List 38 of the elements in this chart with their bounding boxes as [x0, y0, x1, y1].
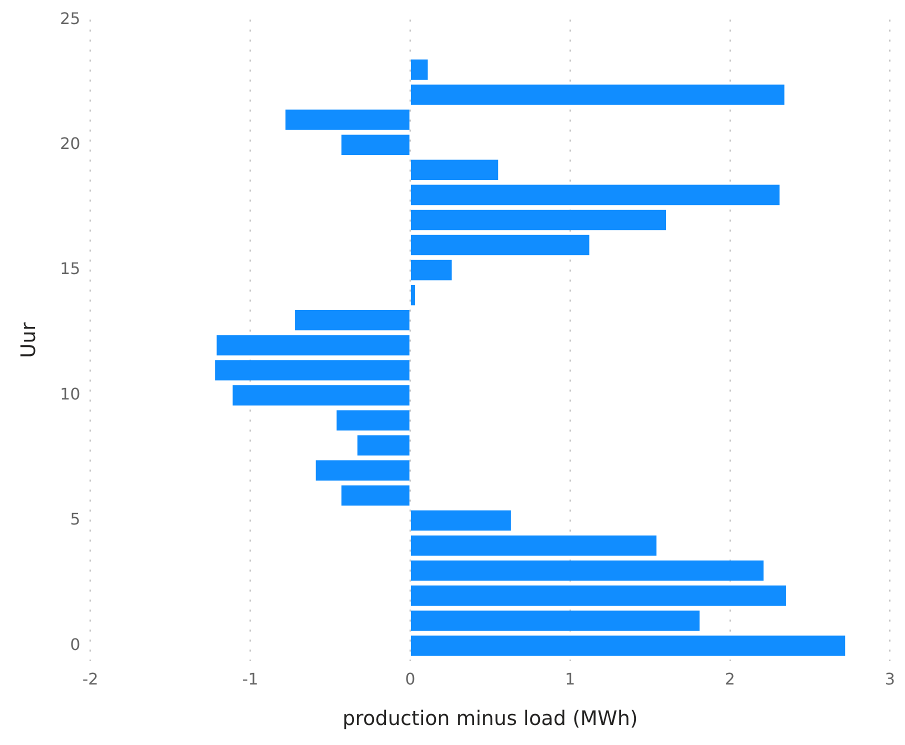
bar — [410, 610, 700, 631]
bar — [341, 134, 410, 155]
bar — [316, 460, 410, 481]
bar — [410, 160, 498, 180]
bar — [295, 310, 410, 330]
bar — [410, 535, 656, 556]
x-tick-label: -2 — [82, 670, 98, 689]
x-tick-label: 3 — [884, 670, 896, 689]
bar — [410, 210, 666, 230]
bar — [232, 385, 410, 406]
y-tick-label: 25 — [60, 8, 80, 28]
x-axis-title: production minus load (MWh) — [342, 706, 638, 730]
bar — [410, 560, 764, 581]
bar — [410, 184, 780, 206]
x-tick-label: -1 — [242, 670, 258, 689]
x-tick-label: 2 — [724, 670, 736, 689]
bar — [336, 410, 410, 430]
bar — [216, 335, 410, 356]
bar — [410, 586, 786, 606]
x-tick-label: 0 — [405, 670, 416, 689]
bar — [410, 284, 415, 306]
bar — [357, 435, 410, 456]
x-tick-label: 1 — [564, 670, 576, 689]
y-tick-label: 5 — [70, 510, 80, 529]
bar — [285, 110, 410, 130]
bar — [410, 510, 511, 531]
y-axis-title: Uur — [16, 322, 40, 358]
bar — [215, 360, 410, 380]
bar — [410, 60, 428, 80]
bar — [410, 84, 784, 105]
y-tick-label: 15 — [60, 259, 80, 278]
y-tick-label: 20 — [60, 134, 80, 153]
y-tick-label: 0 — [70, 634, 80, 654]
bar — [341, 485, 410, 506]
bar — [410, 260, 452, 280]
y-tick-label: 10 — [60, 384, 80, 404]
bar — [410, 636, 846, 656]
bar — [410, 234, 590, 256]
